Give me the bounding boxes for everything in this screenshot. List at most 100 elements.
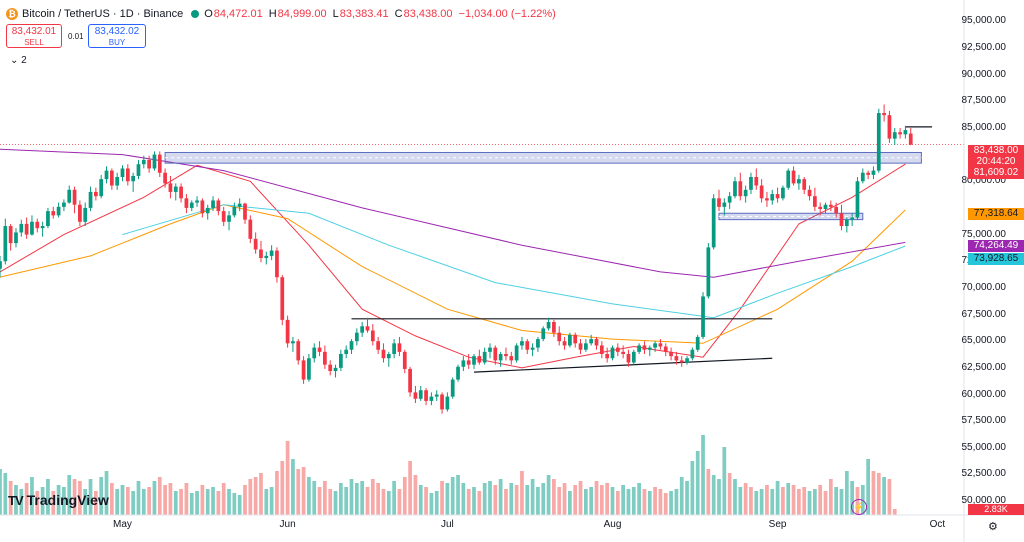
volume-bar [312,481,317,515]
indicators-toggle[interactable]: ⌄ 2 [10,55,27,66]
candle-body [797,179,801,184]
ma-line [0,204,906,344]
candle-body [733,181,737,197]
candle-body [855,181,860,218]
volume-bar [674,489,679,515]
volume-bar [243,485,247,515]
volume-bar [434,491,439,515]
low-value: 83,383.41 [339,8,389,20]
candle-body [200,200,205,214]
volume-bar [46,479,50,515]
candle-body [509,356,514,361]
volume-bar [498,479,503,515]
sell-button[interactable]: 83,432.01 SELL [6,24,62,48]
candle-body [669,351,673,357]
volume-bar [690,461,695,515]
candle-body [706,247,711,297]
tradingview-logo[interactable]: TV TradingView [8,492,109,508]
volume-bar [685,481,689,515]
candle-body [456,366,460,380]
candle-body [807,189,812,197]
volume-bar [83,489,88,515]
candle-body [717,198,721,207]
volume-bar [765,485,769,515]
candle-body [30,221,34,235]
candle-body [51,211,56,216]
volume-bar [285,441,290,515]
candle-body [94,191,98,197]
volume-bar [797,489,801,515]
buy-button[interactable]: 83,432.02 BUY [88,24,146,48]
volume-bar [189,493,194,515]
y-tick-label: 65,000.00 [961,335,1007,347]
alert-bolt-icon[interactable]: ⚡ [851,499,867,515]
volume-bar [301,467,306,515]
volume-bar [237,495,242,515]
volume-bar [706,469,711,515]
volume-bar [328,489,333,515]
volume-bar [125,487,130,515]
candle-body [647,347,652,350]
candle-body [179,186,183,199]
candle-body [360,326,365,333]
candle-body [99,179,104,197]
candle-body [136,164,141,176]
candle-body [802,179,807,190]
volume-bar [770,489,775,515]
symbol-header: ₿ Bitcoin / TetherUS · 1D · Binance O 84… [6,6,556,22]
x-tick-label: Sep [768,519,787,530]
candle-body [674,356,679,361]
candle-body [727,196,732,203]
volume-bar [72,479,77,515]
volume-bar [259,473,263,515]
buy-label: BUY [108,38,126,47]
volume-bar [296,469,301,515]
volume-bar [163,485,167,515]
candle-body [418,390,423,399]
last-price-label: 83,438.00 20:44:20 [968,145,1024,168]
candle-body [711,198,716,248]
volume-bars [0,435,897,515]
volume-bar [482,483,487,515]
volume-bar [552,479,556,515]
volume-bar [583,489,588,515]
candle-body [78,204,82,222]
candle-body [280,277,285,320]
x-tick-label: Aug [603,519,622,530]
candle-body [88,191,93,208]
candles [0,104,913,414]
candle-body [536,339,540,348]
volume-bar [727,473,732,515]
candle-body [381,349,386,359]
candle-body [621,351,626,354]
x-tick-label: Oct [929,519,946,530]
y-tick-label: 90,000.00 [961,68,1007,80]
volume-bar [221,483,226,515]
volume-bar [818,485,823,515]
candle-body [663,346,668,352]
volume-bar [211,487,215,515]
volume-bar [626,489,631,515]
volume-bar [536,487,540,515]
candle-body [40,226,45,229]
symbol-title[interactable]: Bitcoin / TetherUS · 1D · Binance [22,8,184,20]
volume-bar [136,481,141,515]
volume-bar [365,487,370,515]
volume-bar [754,491,759,515]
candle-body [557,332,562,342]
y-tick-label: 62,500.00 [961,361,1007,373]
ma-line [0,163,906,369]
settings-gear-icon[interactable]: ⚙ [988,521,998,533]
volume-bar [722,447,727,515]
candle-body [626,353,631,363]
market-status-icon [191,10,200,18]
volume-bar [615,491,620,515]
candle-body [504,353,508,357]
candle-body [173,186,178,192]
candle-body [349,341,354,350]
ma-line [122,204,906,319]
x-tick-label: Jul [440,519,454,530]
volume-bar [3,473,8,515]
